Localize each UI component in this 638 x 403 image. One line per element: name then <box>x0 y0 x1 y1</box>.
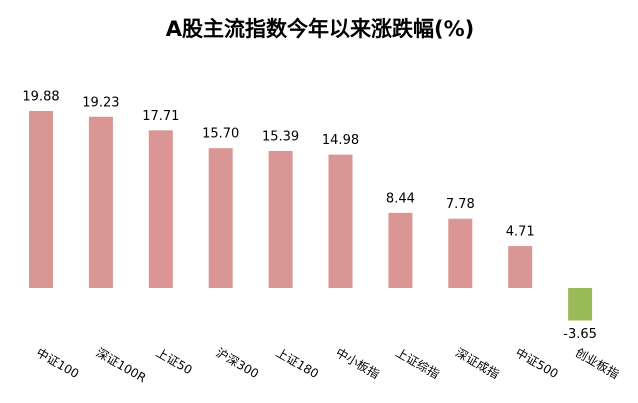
bar <box>568 288 593 321</box>
value-label: 7.78 <box>446 197 475 212</box>
bar <box>268 150 293 288</box>
bar <box>148 130 173 288</box>
value-label: 8.44 <box>386 191 415 206</box>
value-label: 14.98 <box>322 133 359 148</box>
value-label: 15.70 <box>202 127 239 142</box>
value-label: 4.71 <box>506 225 535 240</box>
value-label: 15.39 <box>262 129 299 144</box>
value-label: 19.23 <box>82 95 119 110</box>
bar <box>88 116 113 288</box>
value-label: 17.71 <box>142 109 179 124</box>
bar <box>208 148 233 288</box>
bar <box>448 218 473 288</box>
value-label: 19.88 <box>22 90 59 105</box>
value-label: -3.65 <box>563 327 597 342</box>
bar <box>388 212 413 288</box>
chart-title: A股主流指数今年以来涨跌幅(%) <box>166 17 475 41</box>
bar <box>328 154 353 288</box>
bar <box>29 111 53 288</box>
bar <box>508 246 533 288</box>
